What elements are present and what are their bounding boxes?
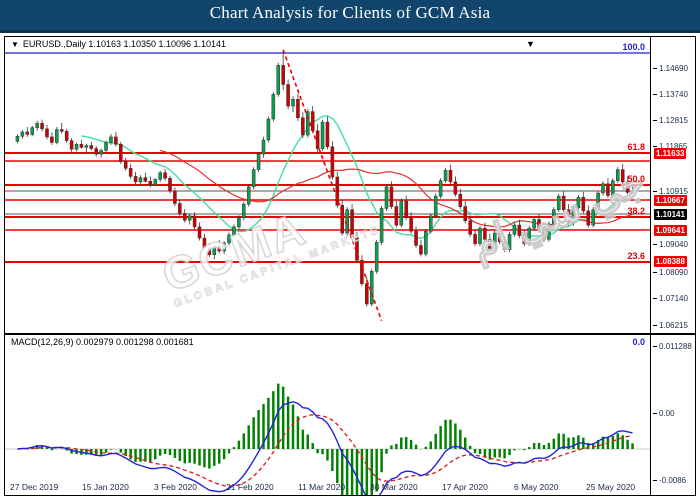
- level-price-badge: 1.08388: [654, 256, 687, 267]
- macd-axis[interactable]: 0.011288 0.00 -0.0086: [650, 335, 695, 495]
- chevron-down-icon[interactable]: ▼: [11, 40, 19, 49]
- macd-tick-label: 0.011288: [653, 342, 692, 351]
- date-tick-label: 15 Jan 2020: [82, 482, 129, 492]
- date-axis: 27 Dec 2019 15 Jan 2020 3 Feb 2020 21 Feb 2…: [4, 482, 696, 498]
- macd-tick-label: 0.00: [653, 409, 675, 418]
- title-underline: [0, 30, 700, 33]
- price-tick-label: 1.10915: [653, 187, 688, 196]
- date-tick-label: 30 Mar 2020: [370, 482, 418, 492]
- price-axis[interactable]: 1.14690 1.13740 1.12815 1.11865 1.10915 1.090…: [650, 37, 695, 333]
- macd-tick-label: -0.0086: [653, 476, 686, 485]
- price-tick-label: 1.13740: [653, 90, 688, 99]
- macd-plot-area[interactable]: [5, 335, 650, 495]
- macd-svg: [5, 383, 650, 495]
- level-price-badge: 1.11633: [654, 148, 687, 159]
- page-title: Chart Analysis for Clients of GCM Asia: [209, 3, 491, 22]
- price-tick-label: 1.09040: [653, 240, 688, 249]
- level-price-badge: 1.10667: [654, 195, 687, 206]
- fib-level-label: 23.6: [627, 251, 645, 261]
- price-pane: 1.14690 1.13740 1.12815 1.11865 1.10915 1.090…: [5, 37, 695, 333]
- symbol-quote-text: EURUSD.,Daily 1.10163 1.10350 1.10096 1.…: [22, 39, 227, 49]
- date-tick-label: 21 Feb 2020: [226, 482, 274, 492]
- date-tick-label: 25 May 2020: [586, 482, 636, 492]
- date-tick-label: 11 Mar 2020: [298, 482, 346, 492]
- price-tick-label: 1.08090: [653, 268, 688, 277]
- date-tick-label: 6 May 2020: [514, 482, 559, 492]
- fib-level-label: 100.0: [622, 42, 645, 52]
- level-price-badge: 1.09641: [654, 225, 687, 236]
- price-tick-label: 1.11865: [653, 142, 687, 151]
- fib-level-label: 50.0: [627, 174, 645, 184]
- price-tick-label: 1.12815: [653, 116, 688, 125]
- chart-marker-icon[interactable]: ▼: [526, 39, 535, 49]
- price-svg: [5, 49, 650, 321]
- macd-pane: 0.011288 0.00 -0.0086 MACD(12,26,9) 0.0029…: [5, 335, 695, 495]
- date-tick-label: 3 Feb 2020: [154, 482, 198, 492]
- fib-level-label: 61.8: [627, 142, 645, 152]
- price-plot-area[interactable]: [5, 37, 650, 333]
- date-tick-label: 27 Dec 2019: [10, 482, 59, 492]
- pane-separator: [5, 333, 695, 335]
- price-tick-label: 1.07140: [653, 294, 688, 303]
- price-tick-label: 1.06215: [653, 321, 688, 330]
- macd-indicator-label: MACD(12,26,9) 0.002979 0.001298 0.001681: [11, 337, 194, 347]
- current-price-badge: 1.10141: [654, 209, 687, 220]
- date-tick-label: 17 Apr 2020: [442, 482, 488, 492]
- chart-container: 1.14690 1.13740 1.12815 1.11865 1.10915 1.090…: [4, 36, 696, 496]
- symbol-quote-label: ▼ EURUSD.,Daily 1.10163 1.10350 1.10096 1…: [11, 39, 226, 49]
- fib-level-label: 38.2: [627, 206, 645, 216]
- fib-level-label: 0.0: [632, 337, 645, 347]
- price-tick-label: 1.14690: [653, 64, 688, 73]
- title-bar: Chart Analysis for Clients of GCM Asia: [0, 0, 700, 33]
